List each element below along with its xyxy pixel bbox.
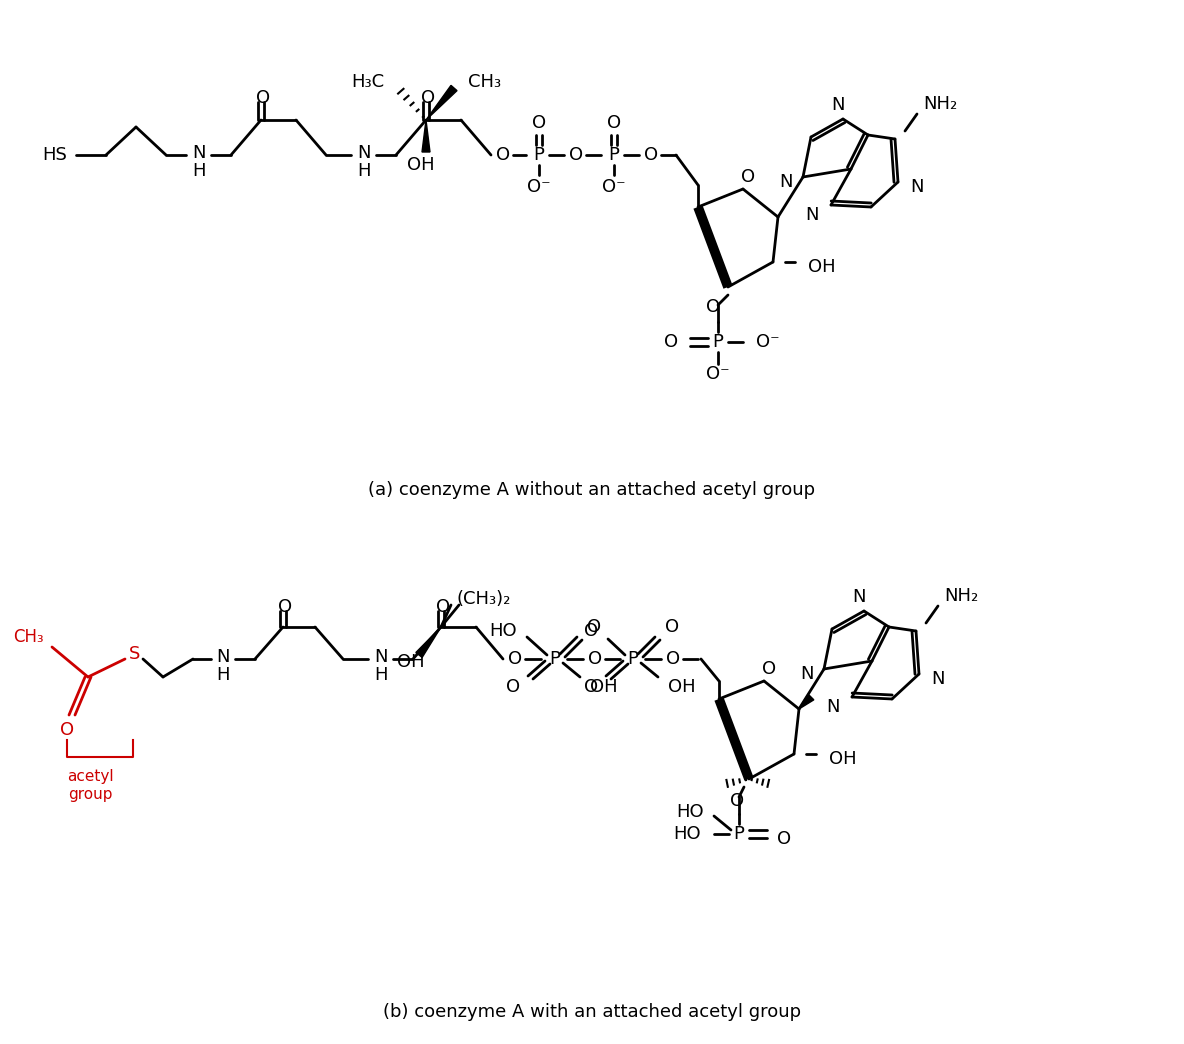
Text: O: O [508,650,522,668]
Text: O: O [506,678,520,696]
Text: O: O [588,650,601,668]
Text: acetyl: acetyl [66,769,114,784]
Text: (b) coenzyme A with an attached acetyl group: (b) coenzyme A with an attached acetyl g… [382,1003,802,1021]
Text: OH: OH [397,652,425,671]
Text: O: O [706,298,720,316]
Text: H₃C: H₃C [350,73,384,91]
Text: O: O [664,333,678,351]
Text: O⁻: O⁻ [757,333,779,351]
Polygon shape [426,86,457,120]
Text: O: O [741,168,755,186]
Text: N: N [217,648,230,666]
Text: (CH₃)₂: (CH₃)₂ [456,590,510,608]
Text: O: O [665,618,680,636]
Text: OH: OH [590,678,618,696]
Text: P: P [628,650,638,668]
Text: O: O [256,89,270,106]
Text: group: group [67,787,112,803]
Text: N: N [852,588,866,606]
Text: O: O [665,650,680,668]
Text: O: O [436,598,450,616]
Text: OH: OH [668,678,696,696]
Text: OH: OH [407,156,435,174]
Text: O: O [532,114,546,132]
Text: O⁻: O⁻ [527,177,551,196]
Text: P: P [549,650,560,668]
Text: O: O [584,622,598,640]
Text: H: H [192,162,206,180]
Text: (a) coenzyme A without an attached acetyl group: (a) coenzyme A without an attached acety… [368,481,816,499]
Text: O: O [731,792,744,810]
Text: NH₂: NH₂ [944,587,978,606]
Text: O: O [496,146,510,164]
Text: P: P [534,146,545,164]
Text: O⁻: O⁻ [603,177,626,196]
Text: HO: HO [489,622,517,640]
Text: N: N [831,96,844,114]
Text: P: P [734,825,745,843]
Text: HO: HO [676,803,704,821]
Text: N: N [910,177,924,196]
Text: N: N [358,144,371,162]
Text: CH₃: CH₃ [468,73,501,91]
Text: O⁻: O⁻ [706,365,729,383]
Text: O: O [422,89,435,106]
Text: P: P [713,333,723,351]
Text: N: N [826,698,839,716]
Text: O: O [584,678,598,696]
Text: N: N [779,173,793,191]
Text: HS: HS [41,146,66,164]
Text: N: N [374,648,387,666]
Text: O: O [587,618,601,636]
Text: O: O [278,598,292,616]
Text: OH: OH [829,750,857,768]
Text: O: O [762,660,776,678]
Text: CH₃: CH₃ [13,628,44,646]
Text: O: O [777,830,791,848]
Text: H: H [374,666,387,684]
Text: O: O [60,721,75,739]
Text: O: O [570,146,583,164]
Text: H: H [358,162,371,180]
Polygon shape [799,694,813,709]
Text: N: N [800,665,815,683]
Text: O: O [644,146,658,164]
Text: O: O [607,114,622,132]
Polygon shape [416,627,440,658]
Text: HO: HO [674,825,701,843]
Text: N: N [805,206,819,224]
Text: H: H [217,666,230,684]
Text: S: S [129,645,141,663]
Text: N: N [192,144,206,162]
Text: NH₂: NH₂ [924,95,957,113]
Text: OH: OH [807,258,836,276]
Text: P: P [609,146,619,164]
Polygon shape [422,120,430,152]
Text: N: N [931,670,945,688]
